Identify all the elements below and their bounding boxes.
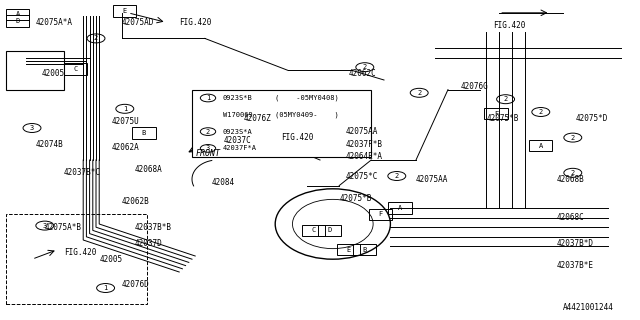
- Text: 42037C: 42037C: [224, 136, 252, 145]
- Text: A: A: [398, 205, 402, 211]
- Text: 3: 3: [206, 145, 210, 151]
- Text: 2: 2: [94, 36, 98, 41]
- Text: 2: 2: [206, 129, 210, 135]
- Text: 42005: 42005: [42, 69, 65, 78]
- Text: 42037F*A: 42037F*A: [223, 145, 257, 151]
- Text: 42075*B: 42075*B: [486, 114, 519, 123]
- Text: (05MY0409-    ): (05MY0409- ): [275, 112, 339, 118]
- Text: 42037F*B: 42037F*B: [346, 140, 383, 148]
- Text: 2: 2: [571, 135, 575, 140]
- Text: 42037B*D: 42037B*D: [557, 239, 594, 248]
- Text: 42076G: 42076G: [461, 82, 488, 91]
- Text: 42037B*B: 42037B*B: [134, 223, 172, 232]
- Text: 42037B*C: 42037B*C: [64, 168, 101, 177]
- Text: 42075AA: 42075AA: [346, 127, 378, 136]
- Text: 2: 2: [417, 90, 421, 96]
- Text: B: B: [142, 130, 146, 136]
- Text: 42068C: 42068C: [557, 213, 584, 222]
- Text: A: A: [16, 12, 20, 17]
- Text: 42074B: 42074B: [35, 140, 63, 148]
- Text: 42075*B: 42075*B: [339, 194, 372, 203]
- Text: C: C: [74, 66, 77, 72]
- Text: A4421001244: A4421001244: [563, 303, 614, 312]
- Text: 42062C: 42062C: [349, 69, 376, 78]
- Text: B: B: [363, 247, 367, 252]
- Text: C: C: [312, 228, 316, 233]
- Text: 0923S*B: 0923S*B: [223, 95, 252, 101]
- Text: 42064E*A: 42064E*A: [346, 152, 383, 161]
- Text: 42084: 42084: [211, 178, 234, 187]
- Text: E: E: [123, 8, 127, 14]
- Text: 42037B*E: 42037B*E: [557, 261, 594, 270]
- FancyBboxPatch shape: [192, 90, 371, 157]
- Text: E: E: [347, 247, 351, 252]
- Text: FRONT: FRONT: [195, 149, 220, 158]
- Text: 2: 2: [363, 64, 367, 70]
- Text: 1: 1: [123, 106, 127, 112]
- Text: 42062A: 42062A: [112, 143, 140, 152]
- Text: 42076D: 42076D: [122, 280, 149, 289]
- Text: 2: 2: [571, 170, 575, 176]
- Text: 42075A*B: 42075A*B: [45, 223, 82, 232]
- Text: 42075A*A: 42075A*A: [35, 18, 72, 27]
- Text: 3: 3: [30, 125, 34, 131]
- Text: (    -05MY0408): ( -05MY0408): [275, 95, 339, 101]
- Text: W170069: W170069: [223, 112, 252, 118]
- Text: 3: 3: [43, 223, 47, 228]
- Text: 42075U: 42075U: [112, 117, 140, 126]
- Text: FIG.420: FIG.420: [64, 248, 97, 257]
- Text: D: D: [16, 18, 20, 24]
- Text: 42005: 42005: [99, 255, 122, 264]
- Text: 2: 2: [504, 96, 508, 102]
- Text: 42075*D: 42075*D: [576, 114, 609, 123]
- Text: 42062B: 42062B: [122, 197, 149, 206]
- Text: FIG.420: FIG.420: [282, 133, 314, 142]
- Text: 42075AA: 42075AA: [416, 175, 449, 184]
- Text: A: A: [539, 143, 543, 148]
- Text: 42037D: 42037D: [134, 239, 162, 248]
- Text: 42075*C: 42075*C: [346, 172, 378, 180]
- Text: 1: 1: [206, 95, 210, 101]
- Text: 0923S*A: 0923S*A: [223, 129, 252, 135]
- Text: 2: 2: [395, 173, 399, 179]
- Text: F: F: [494, 111, 498, 116]
- Text: 42076Z: 42076Z: [243, 114, 271, 123]
- Text: 42075AD: 42075AD: [122, 18, 154, 27]
- Text: FIG.420: FIG.420: [179, 18, 212, 27]
- Text: FIG.420: FIG.420: [493, 21, 525, 30]
- Text: 42068B: 42068B: [557, 175, 584, 184]
- Text: 2: 2: [539, 109, 543, 115]
- Text: F: F: [379, 212, 383, 217]
- Text: 1: 1: [104, 285, 108, 291]
- Text: D: D: [328, 228, 332, 233]
- Text: 42068A: 42068A: [134, 165, 162, 174]
